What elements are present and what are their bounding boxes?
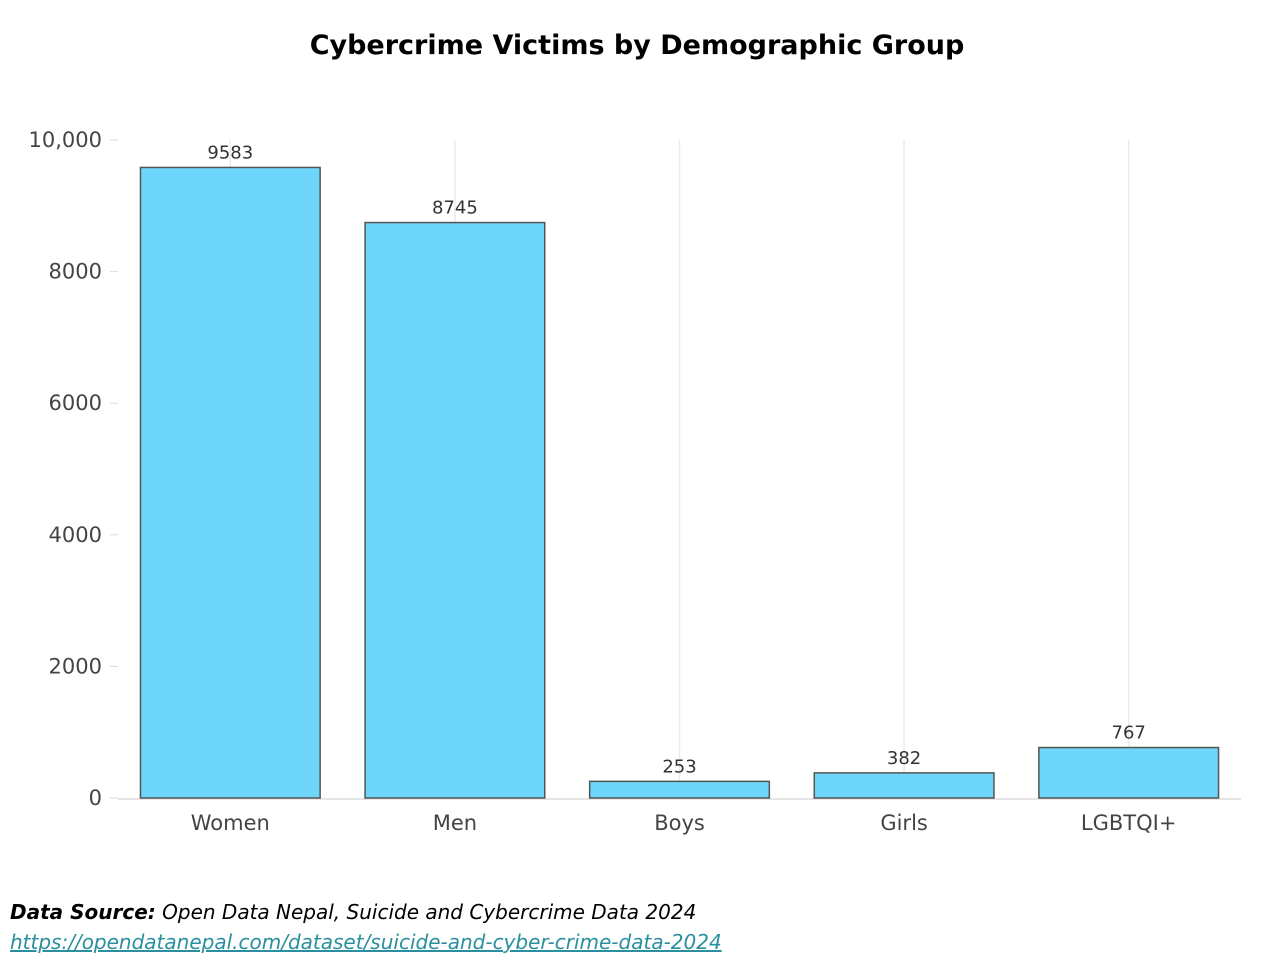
y-tick-label: 8000: [49, 260, 102, 284]
bar-lgbtqi-: [1038, 746, 1220, 799]
value-label: 253: [662, 756, 696, 777]
value-label: 382: [887, 748, 921, 769]
bar-chart: 0 2000 4000 6000 8000 10,000 9583 Women 8745 Men…: [29, 128, 1241, 835]
x-tick-label: LGBTQI+: [1081, 811, 1177, 835]
bar-men: [364, 221, 546, 799]
y-tick-label: 4000: [49, 523, 102, 547]
chart-title: Cybercrime Victims by Demographic Group: [309, 30, 965, 61]
y-tick-label: 0: [89, 786, 102, 810]
bars: [139, 166, 1220, 799]
bar-girls: [813, 772, 995, 799]
y-tick-label: 6000: [49, 391, 102, 415]
value-label: 767: [1112, 723, 1146, 744]
x-tick-label: Women: [191, 811, 270, 835]
data-source-label: Data Source:: [10, 900, 156, 924]
x-tick-label: Men: [433, 811, 477, 835]
axes: 0 2000 4000 6000 8000 10,000: [29, 128, 1241, 810]
y-tick-label: 10,000: [29, 128, 102, 152]
bar-boys: [588, 780, 771, 799]
value-label: 9583: [207, 142, 253, 163]
data-source: Data Source: Open Data Nepal, Suicide an…: [10, 900, 696, 924]
y-tick-label: 2000: [49, 654, 102, 678]
value-label: 8745: [432, 198, 478, 219]
source-link[interactable]: https://opendatanepal.com/dataset/suicid…: [10, 930, 722, 954]
data-source-text: Open Data Nepal, Suicide and Cybercrime …: [162, 900, 697, 924]
x-tick-label: Boys: [654, 811, 705, 835]
bar-women: [139, 166, 321, 799]
x-tick-label: Girls: [880, 811, 928, 835]
labels: 9583 Women 8745 Men 253 Boys 382 Girls 767 LGBTQI…: [191, 142, 1177, 835]
